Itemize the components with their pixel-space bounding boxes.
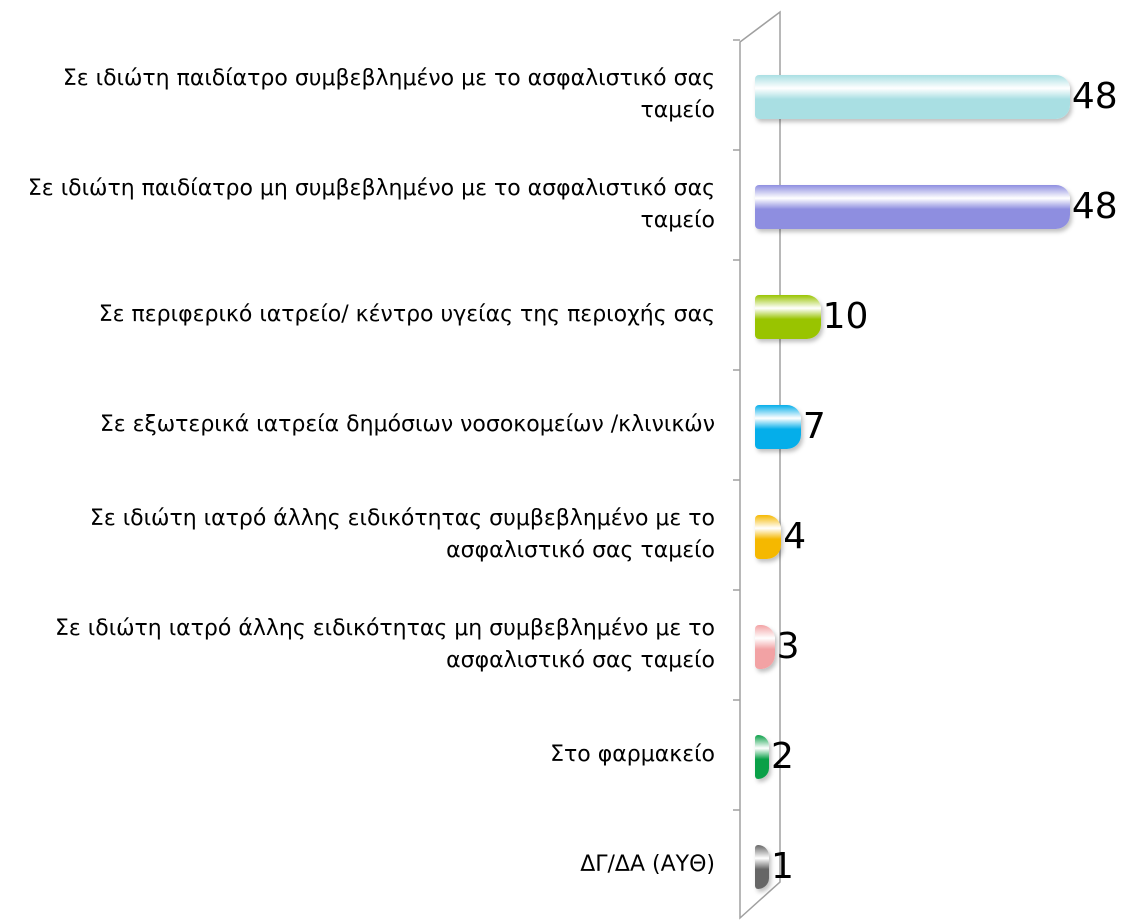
tick-group xyxy=(733,39,740,811)
bar xyxy=(755,295,821,339)
category-label: Σε ιδιώτη ιατρό άλλης ειδικότητας συμβεβ… xyxy=(0,480,715,590)
bar xyxy=(755,75,1070,119)
category-label: Σε ιδιώτη ιατρό άλλης ειδικότητας μη συμ… xyxy=(0,590,715,700)
value-label: 7 xyxy=(802,406,826,447)
value-label: 48 xyxy=(1071,186,1118,227)
category-label: Σε ιδιώτη παιδίατρο συμβεβλημένο με το α… xyxy=(0,40,715,150)
bar xyxy=(755,625,775,669)
bar xyxy=(755,185,1070,229)
value-label: 1 xyxy=(771,846,794,887)
category-text: Σε ιδιώτη παιδίατρο συμβεβλημένο με το α… xyxy=(62,66,715,123)
category-label: ΔΓ/ΔΑ (ΑΥΘ) xyxy=(0,810,715,920)
bar xyxy=(755,405,801,449)
category-label: Στο φαρμακείο xyxy=(0,700,715,810)
category-text: Σε ιδιώτη ιατρό άλλης ειδικότητας μη συμ… xyxy=(55,616,715,673)
category-text: ΔΓ/ΔΑ (ΑΥΘ) xyxy=(580,852,715,877)
category-label: Σε εξωτερικά ιατρεία δημόσιων νοσοκομείω… xyxy=(0,370,715,480)
value-label: 10 xyxy=(822,296,869,337)
value-label: 48 xyxy=(1071,76,1118,117)
category-text: Σε ιδιώτη ιατρό άλλης ειδικότητας συμβεβ… xyxy=(89,506,715,563)
category-text: Σε ιδιώτη παιδίατρο μη συμβεβλημένο με τ… xyxy=(27,176,715,233)
wall-outline xyxy=(739,10,781,920)
category-text: Σε εξωτερικά ιατρεία δημόσιων νοσοκομείω… xyxy=(99,412,715,437)
bar xyxy=(755,515,782,559)
value-label: 2 xyxy=(771,736,794,777)
category-text: Στο φαρμακείο xyxy=(550,742,715,767)
category-text: Σε περιφερικό ιατρείο/ κέντρο υγείας της… xyxy=(98,302,715,327)
category-label: Σε περιφερικό ιατρείο/ κέντρο υγείας της… xyxy=(0,260,715,370)
value-label: 3 xyxy=(776,626,800,667)
bar xyxy=(755,845,769,889)
category-label: Σε ιδιώτη παιδίατρο μη συμβεβλημένο με τ… xyxy=(0,150,715,260)
bar xyxy=(755,735,769,779)
value-label: 4 xyxy=(783,516,807,557)
